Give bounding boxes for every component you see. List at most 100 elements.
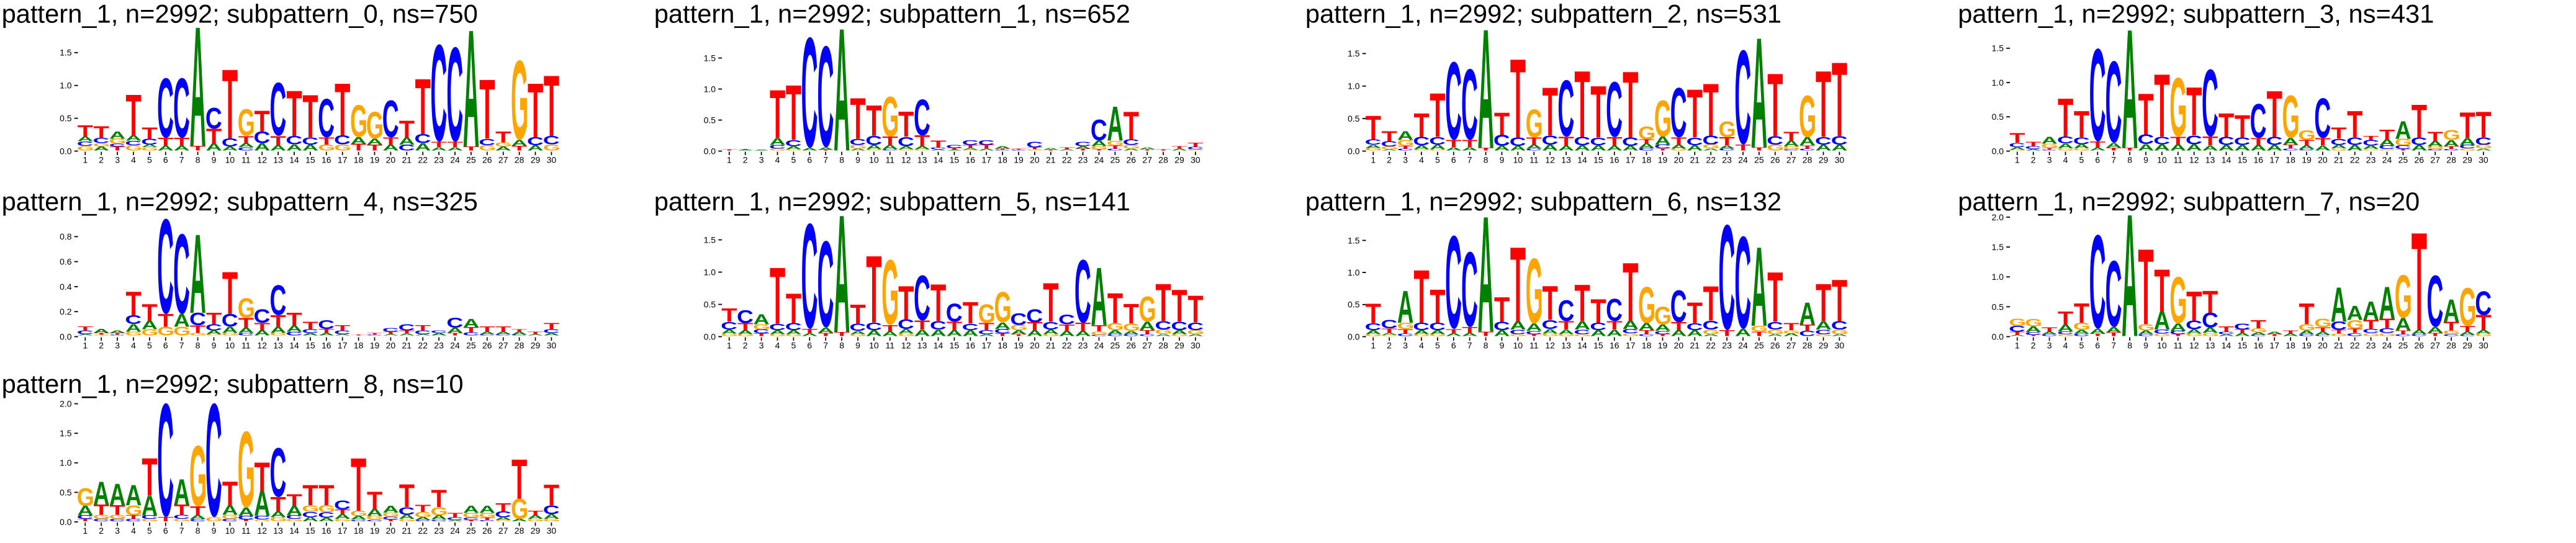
svg-text:3: 3 [1403, 341, 1408, 351]
svg-text:C: C [721, 320, 737, 332]
svg-text:G: G [1381, 334, 1398, 336]
svg-text:9: 9 [212, 341, 217, 351]
svg-text:C: C [141, 514, 158, 520]
svg-text:4: 4 [131, 526, 136, 536]
svg-text:T: T [286, 77, 302, 150]
svg-text:24: 24 [450, 341, 460, 351]
svg-text:G: G [2137, 322, 2155, 333]
svg-text:T: T [979, 321, 994, 333]
svg-text:T: T [2138, 226, 2153, 347]
svg-text:T: T [447, 140, 463, 149]
svg-text:A: A [914, 145, 930, 150]
svg-text:T: T [1655, 333, 1670, 336]
svg-text:C: C [1799, 148, 1816, 151]
svg-text:C: C [318, 318, 335, 332]
svg-text:A: A [511, 331, 528, 336]
svg-text:A: A [447, 146, 463, 151]
svg-text:14: 14 [289, 526, 299, 536]
svg-text:T: T [190, 145, 206, 152]
svg-text:25: 25 [1110, 155, 1120, 165]
svg-text:A: A [866, 143, 882, 150]
svg-text:A: A [962, 148, 979, 151]
svg-text:T: T [351, 442, 366, 527]
svg-text:G: G [2459, 148, 2476, 151]
svg-text:G: G [2041, 142, 2058, 149]
svg-text:T: T [2331, 125, 2346, 142]
svg-text:C: C [479, 334, 495, 336]
svg-text:A: A [1365, 143, 1381, 149]
svg-text:C: C [1526, 148, 1542, 151]
svg-text:T: T [110, 503, 125, 518]
svg-text:G: G [2395, 263, 2412, 331]
svg-text:2: 2 [2031, 155, 2036, 165]
svg-text:T: T [2363, 135, 2379, 141]
svg-text:22: 22 [2350, 155, 2360, 165]
svg-text:A: A [1815, 319, 1831, 332]
svg-text:G: G [318, 143, 335, 152]
svg-text:T: T [367, 333, 382, 336]
svg-text:pattern_1, n=2992; subpattern_: pattern_1, n=2992; subpattern_0, ns=750 [2, 0, 478, 29]
svg-text:A: A [721, 328, 737, 334]
svg-text:A: A [834, 180, 850, 369]
svg-text:C: C [366, 334, 383, 336]
svg-text:T: T [528, 67, 543, 154]
svg-text:C: C [2009, 141, 2025, 148]
svg-text:T: T [1043, 272, 1058, 334]
svg-text:11: 11 [1529, 155, 1539, 165]
svg-text:T: T [834, 331, 850, 338]
svg-text:C: C [77, 140, 94, 147]
svg-text:26: 26 [482, 341, 492, 351]
svg-text:T: T [914, 318, 930, 333]
svg-text:2: 2 [1387, 155, 1392, 165]
svg-text:T: T [2444, 146, 2459, 150]
svg-text:C: C [2379, 327, 2395, 334]
svg-text:G: G [2282, 83, 2300, 151]
svg-text:C: C [1526, 330, 1542, 335]
svg-text:C: C [785, 321, 802, 333]
svg-text:3: 3 [115, 526, 120, 536]
svg-text:A: A [2105, 141, 2122, 150]
svg-text:A: A [994, 145, 1011, 150]
svg-text:C: C [2411, 136, 2428, 148]
svg-text:A: A [431, 146, 447, 151]
svg-text:C: C [898, 135, 914, 149]
svg-text:A: A [2234, 143, 2250, 153]
svg-text:26: 26 [1770, 341, 1780, 351]
svg-text:C: C [334, 330, 351, 336]
svg-text:G: G [350, 97, 367, 147]
svg-text:C: C [2073, 136, 2090, 147]
svg-text:G: G [1542, 333, 1559, 336]
svg-text:26: 26 [482, 155, 492, 165]
svg-text:A: A [2073, 329, 2089, 335]
svg-text:10: 10 [1513, 155, 1523, 165]
svg-text:G: G [399, 518, 416, 522]
svg-text:T: T [1011, 333, 1026, 336]
svg-text:18: 18 [998, 341, 1007, 351]
svg-text:C: C [1734, 22, 1751, 172]
svg-text:T: T [1703, 68, 1719, 152]
svg-text:17: 17 [981, 341, 991, 351]
svg-text:14: 14 [2222, 341, 2231, 351]
svg-text:T: T [1559, 134, 1574, 149]
svg-text:G: G [77, 145, 94, 152]
svg-text:15: 15 [2238, 341, 2248, 351]
svg-text:T: T [2090, 140, 2105, 150]
svg-text:G: G [865, 149, 883, 151]
svg-text:11: 11 [886, 155, 895, 165]
svg-text:21: 21 [1690, 155, 1700, 165]
svg-text:A: A [222, 503, 238, 518]
svg-text:A: A [2042, 331, 2058, 334]
svg-text:T: T [1124, 299, 1140, 330]
svg-text:T: T [495, 501, 511, 513]
svg-text:C: C [2298, 149, 2315, 151]
svg-text:A: A [286, 323, 302, 333]
svg-text:A: A [785, 329, 801, 335]
svg-text:G: G [2379, 149, 2396, 151]
svg-text:A: A [978, 334, 995, 337]
svg-text:G: G [125, 331, 142, 337]
svg-text:7: 7 [179, 155, 184, 165]
svg-text:10: 10 [225, 526, 235, 536]
svg-text:1: 1 [2015, 341, 2020, 351]
svg-text:C: C [1606, 292, 1623, 328]
svg-text:C: C [269, 68, 286, 152]
